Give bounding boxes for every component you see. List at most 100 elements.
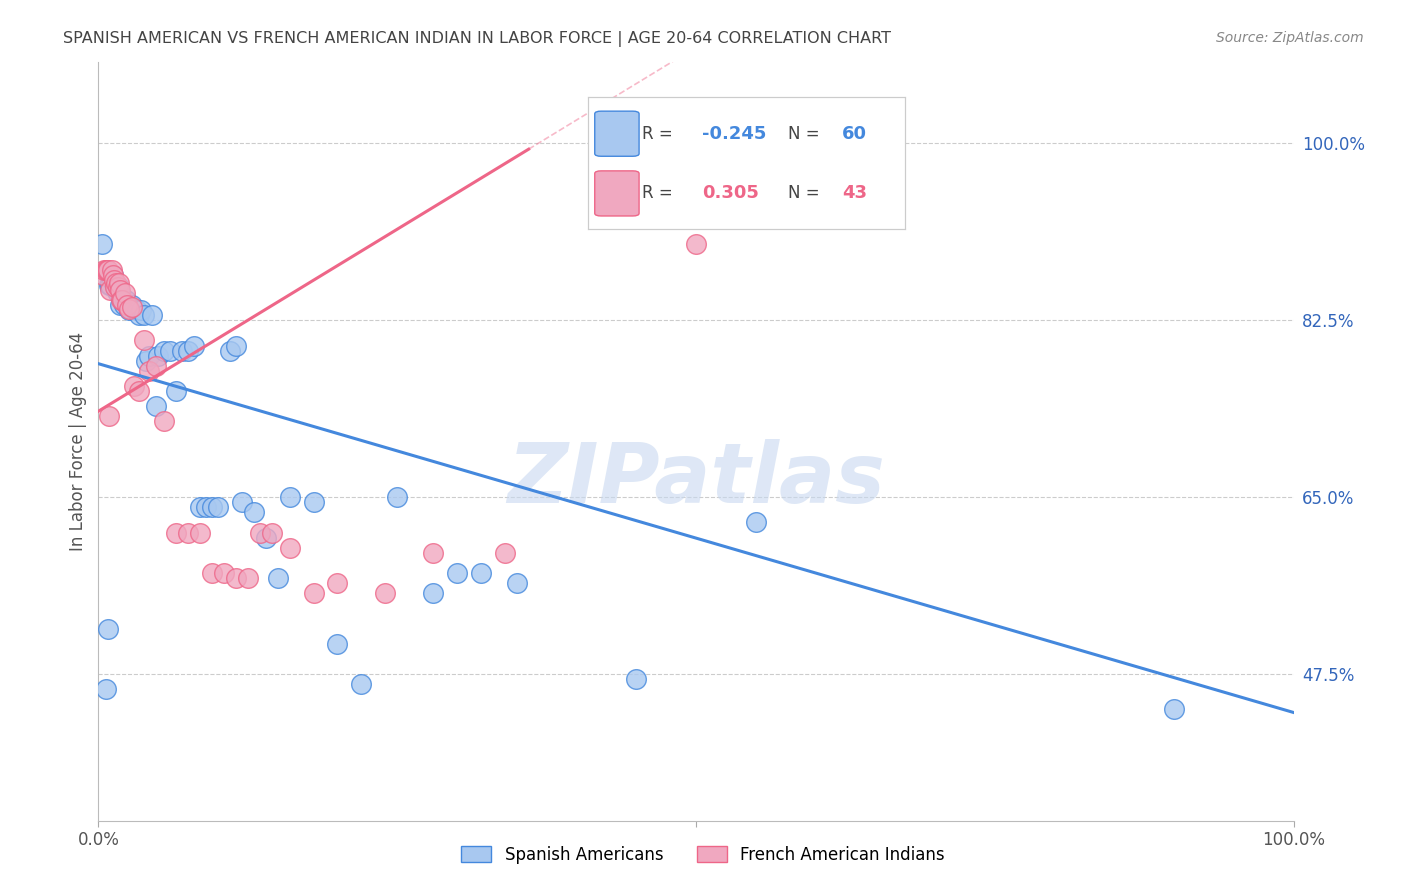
- Point: [107, 280, 129, 294]
- Point: [117, 300, 139, 314]
- Point: [128, 384, 150, 398]
- Point: [243, 505, 266, 519]
- Point: [107, 285, 129, 300]
- Point: [506, 576, 529, 591]
- Point: [278, 490, 301, 504]
- Point: [125, 303, 148, 318]
- Point: [100, 262, 122, 277]
- Point: [385, 490, 409, 504]
- Point: [172, 343, 194, 358]
- Point: [96, 262, 118, 277]
- Point: [278, 541, 301, 555]
- Legend: Spanish Americans, French American Indians: Spanish Americans, French American India…: [454, 839, 952, 871]
- Point: [97, 262, 120, 277]
- Point: [101, 268, 124, 282]
- Point: [177, 525, 200, 540]
- Point: [115, 298, 138, 312]
- Text: SPANISH AMERICAN VS FRENCH AMERICAN INDIAN IN LABOR FORCE | AGE 20-64 CORRELATIO: SPANISH AMERICAN VS FRENCH AMERICAN INDI…: [63, 31, 891, 47]
- Point: [422, 546, 444, 560]
- Point: [470, 566, 492, 580]
- Point: [115, 293, 138, 307]
- Point: [685, 237, 707, 252]
- Point: [422, 586, 444, 600]
- Point: [231, 495, 253, 509]
- Y-axis label: In Labor Force | Age 20-64: In Labor Force | Age 20-64: [69, 332, 87, 551]
- Point: [148, 349, 170, 363]
- Point: [626, 672, 648, 686]
- Point: [98, 409, 121, 424]
- Point: [207, 500, 229, 515]
- Point: [118, 302, 141, 317]
- Point: [98, 283, 122, 297]
- Point: [103, 273, 125, 287]
- Point: [108, 298, 131, 312]
- Point: [745, 516, 768, 530]
- Point: [135, 353, 157, 368]
- Point: [350, 677, 373, 691]
- Point: [118, 303, 141, 318]
- Point: [94, 262, 117, 277]
- Text: Source: ZipAtlas.com: Source: ZipAtlas.com: [1216, 31, 1364, 45]
- Point: [91, 237, 114, 252]
- Point: [201, 500, 224, 515]
- Point: [138, 364, 160, 378]
- Point: [98, 277, 122, 292]
- Point: [165, 525, 187, 540]
- Point: [105, 283, 128, 297]
- Point: [93, 262, 115, 277]
- Point: [110, 288, 132, 302]
- Point: [188, 525, 211, 540]
- Point: [165, 384, 187, 398]
- Point: [105, 277, 128, 292]
- Point: [114, 285, 136, 300]
- Point: [128, 308, 150, 322]
- Point: [107, 276, 129, 290]
- Text: ZIPatlas: ZIPatlas: [508, 439, 884, 520]
- Point: [94, 682, 117, 697]
- Point: [183, 338, 205, 352]
- Point: [1163, 702, 1185, 716]
- Point: [97, 622, 120, 636]
- Point: [302, 495, 325, 509]
- Point: [114, 293, 136, 307]
- Point: [100, 273, 122, 287]
- Point: [124, 379, 146, 393]
- Point: [132, 308, 155, 322]
- Point: [177, 343, 200, 358]
- Point: [131, 303, 153, 318]
- Point: [104, 280, 127, 294]
- Point: [159, 343, 181, 358]
- Point: [105, 276, 128, 290]
- Point: [108, 283, 131, 297]
- Point: [201, 566, 224, 580]
- Point: [107, 280, 129, 294]
- Point: [302, 586, 325, 600]
- Point: [132, 334, 155, 348]
- Point: [124, 302, 146, 317]
- Point: [101, 268, 124, 282]
- Point: [121, 298, 143, 312]
- Point: [219, 343, 242, 358]
- Point: [121, 300, 143, 314]
- Point: [374, 586, 396, 600]
- Point: [260, 525, 283, 540]
- Point: [138, 349, 160, 363]
- Point: [225, 338, 247, 352]
- Point: [98, 277, 121, 292]
- Point: [267, 571, 290, 585]
- Point: [446, 566, 468, 580]
- Point: [111, 293, 134, 307]
- Point: [153, 343, 176, 358]
- Point: [212, 566, 235, 580]
- Point: [254, 531, 277, 545]
- Point: [103, 276, 125, 290]
- Point: [225, 571, 247, 585]
- Point: [112, 298, 135, 312]
- Point: [494, 546, 516, 560]
- Point: [326, 576, 349, 591]
- Point: [141, 308, 163, 322]
- Point: [153, 414, 176, 428]
- Point: [145, 399, 167, 413]
- Point: [326, 637, 349, 651]
- Point: [91, 268, 114, 282]
